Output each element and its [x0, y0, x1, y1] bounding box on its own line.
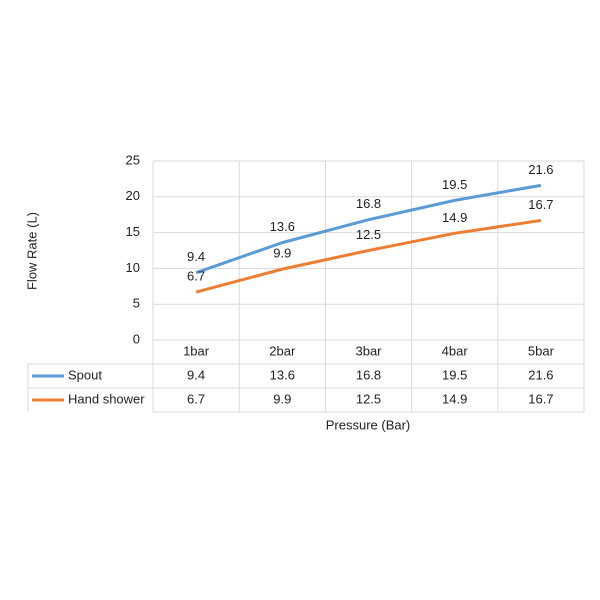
data-label: 12.5 [356, 227, 381, 242]
x-tick-label: 4bar [442, 343, 469, 358]
y-tick-label: 10 [126, 260, 140, 275]
table-cell: 6.7 [187, 391, 205, 406]
table-cell: 14.9 [442, 391, 467, 406]
x-tick-label: 1bar [183, 343, 210, 358]
y-tick-label: 5 [133, 296, 140, 311]
x-axis-title: Pressure (Bar) [326, 417, 411, 432]
table-cell: 9.4 [187, 367, 205, 382]
data-label: 16.8 [356, 196, 381, 211]
data-label: 13.6 [270, 219, 295, 234]
table-cell: 9.9 [273, 391, 291, 406]
table-cell: 19.5 [442, 367, 467, 382]
y-tick-label: 20 [126, 188, 140, 203]
y-tick-label: 15 [126, 224, 140, 239]
series-line [195, 218, 542, 294]
data-label: 14.9 [442, 210, 467, 225]
legend-label: Spout [68, 367, 102, 382]
legend-label: Hand shower [68, 391, 145, 406]
data-label: 9.4 [187, 249, 205, 264]
y-tick-label: 25 [126, 152, 140, 167]
data-label: 16.7 [528, 197, 553, 212]
x-tick-label: 2bar [269, 343, 296, 358]
data-label: 9.9 [273, 246, 291, 261]
table-cell: 16.8 [356, 367, 381, 382]
x-tick-label: 3bar [355, 343, 382, 358]
data-label: 21.6 [528, 162, 553, 177]
y-tick-label: 0 [133, 331, 140, 346]
data-label: 6.7 [187, 268, 205, 283]
table-cell: 12.5 [356, 391, 381, 406]
table-cell: 13.6 [270, 367, 295, 382]
table-cell: 21.6 [528, 367, 553, 382]
data-label: 19.5 [442, 177, 467, 192]
x-tick-label: 5bar [528, 343, 555, 358]
series-line [195, 183, 542, 275]
y-axis-title: Flow Rate (L) [24, 212, 39, 290]
table-cell: 16.7 [528, 391, 553, 406]
